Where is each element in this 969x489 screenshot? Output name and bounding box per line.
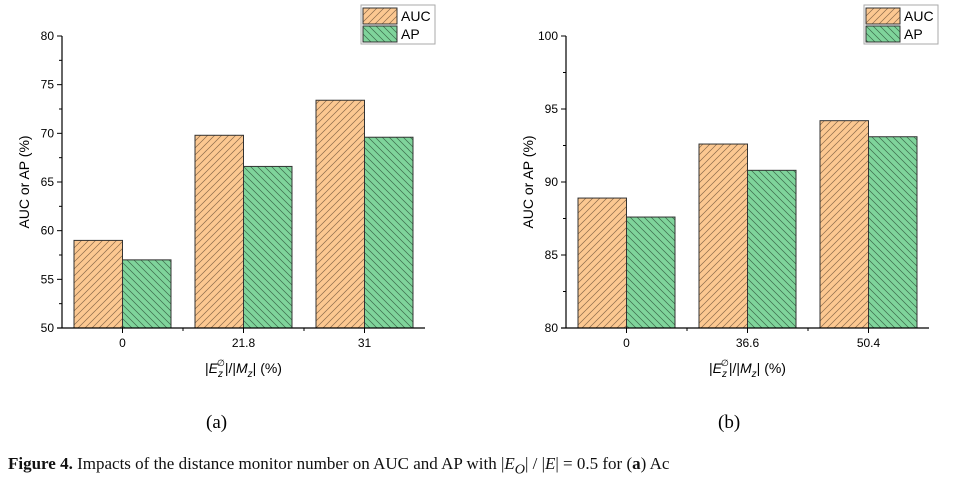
bar-ap-2	[364, 136, 414, 329]
caption-text: ) Ac	[640, 454, 670, 473]
y-tick-label: 80	[41, 29, 55, 43]
bar-ap-2	[868, 136, 918, 329]
caption-math: E	[545, 454, 556, 473]
legend-label-auc: AUC	[904, 8, 934, 24]
bar-auc-2	[819, 120, 869, 329]
caption-text: Impacts of the distance monitor number o…	[72, 454, 505, 473]
caption-text: | / |	[524, 454, 546, 473]
bar-auc-2	[315, 99, 365, 329]
x-axis-label: |Ez∅|/|Mz| (%)	[709, 358, 786, 380]
legend-label-ap: AP	[904, 26, 923, 42]
x-tick-label: 0	[119, 336, 126, 350]
x-tick-label: 36.6	[736, 336, 760, 350]
bar-auc-1	[194, 134, 244, 329]
panel-label-a: (a)	[206, 412, 228, 433]
y-tick-label: 60	[41, 224, 55, 238]
bar-ap-0	[626, 216, 676, 329]
y-tick-label: 75	[41, 78, 55, 92]
legend-swatch-ap	[865, 25, 901, 43]
y-tick-label: 55	[41, 272, 55, 286]
caption-math: E	[504, 454, 515, 473]
bar-auc-1	[698, 143, 748, 329]
x-tick-label: 31	[358, 336, 372, 350]
caption-text: | = 0.5 for (	[555, 454, 633, 473]
caption-label: Figure 4.	[8, 454, 73, 473]
caption-panel-ref: a	[632, 454, 641, 473]
figure-caption: Figure 4. Impacts of the distance monito…	[8, 454, 669, 478]
bar-auc-0	[73, 239, 123, 329]
legend-swatch-auc	[362, 7, 398, 25]
x-tick-label: 50.4	[857, 336, 881, 350]
bar-ap-1	[243, 165, 293, 329]
bar-auc-0	[577, 197, 627, 329]
bar-ap-1	[747, 169, 797, 329]
y-axis-label: AUC or AP (%)	[16, 135, 32, 228]
y-tick-label: 85	[545, 248, 559, 262]
chart-b: 0 36.6 50.4 80 85 90 95 100 AUC or AP (%) |Ez∅|/|…	[520, 4, 939, 380]
legend: AUC AP	[863, 4, 939, 45]
y-tick-label: 90	[545, 175, 559, 189]
x-axis-label: |Ez∅|/|Mz| (%)	[205, 358, 282, 380]
y-tick-label: 70	[41, 126, 55, 140]
legend-swatch-auc	[865, 7, 901, 25]
x-tick-label: 21.8	[232, 336, 256, 350]
legend-label-auc: AUC	[401, 8, 431, 24]
legend-label-ap: AP	[401, 26, 420, 42]
y-axis-label: AUC or AP (%)	[520, 135, 536, 228]
chart-a: 0 21.8 31 50 55 60 65 70 75 80 AUC or AP (%) |Ez∅|/…	[16, 4, 436, 380]
panel-label-b: (b)	[718, 412, 741, 433]
bar-ap-0	[122, 259, 172, 329]
x-tick-label: 0	[623, 336, 630, 350]
y-tick-label: 95	[545, 102, 559, 116]
y-tick-label: 50	[41, 321, 55, 335]
y-tick-label: 80	[545, 321, 559, 335]
legend-swatch-ap	[362, 25, 398, 43]
y-tick-label: 100	[538, 29, 558, 43]
legend: AUC AP	[360, 4, 436, 45]
y-tick-label: 65	[41, 175, 55, 189]
caption-math-sub: O	[514, 461, 525, 478]
